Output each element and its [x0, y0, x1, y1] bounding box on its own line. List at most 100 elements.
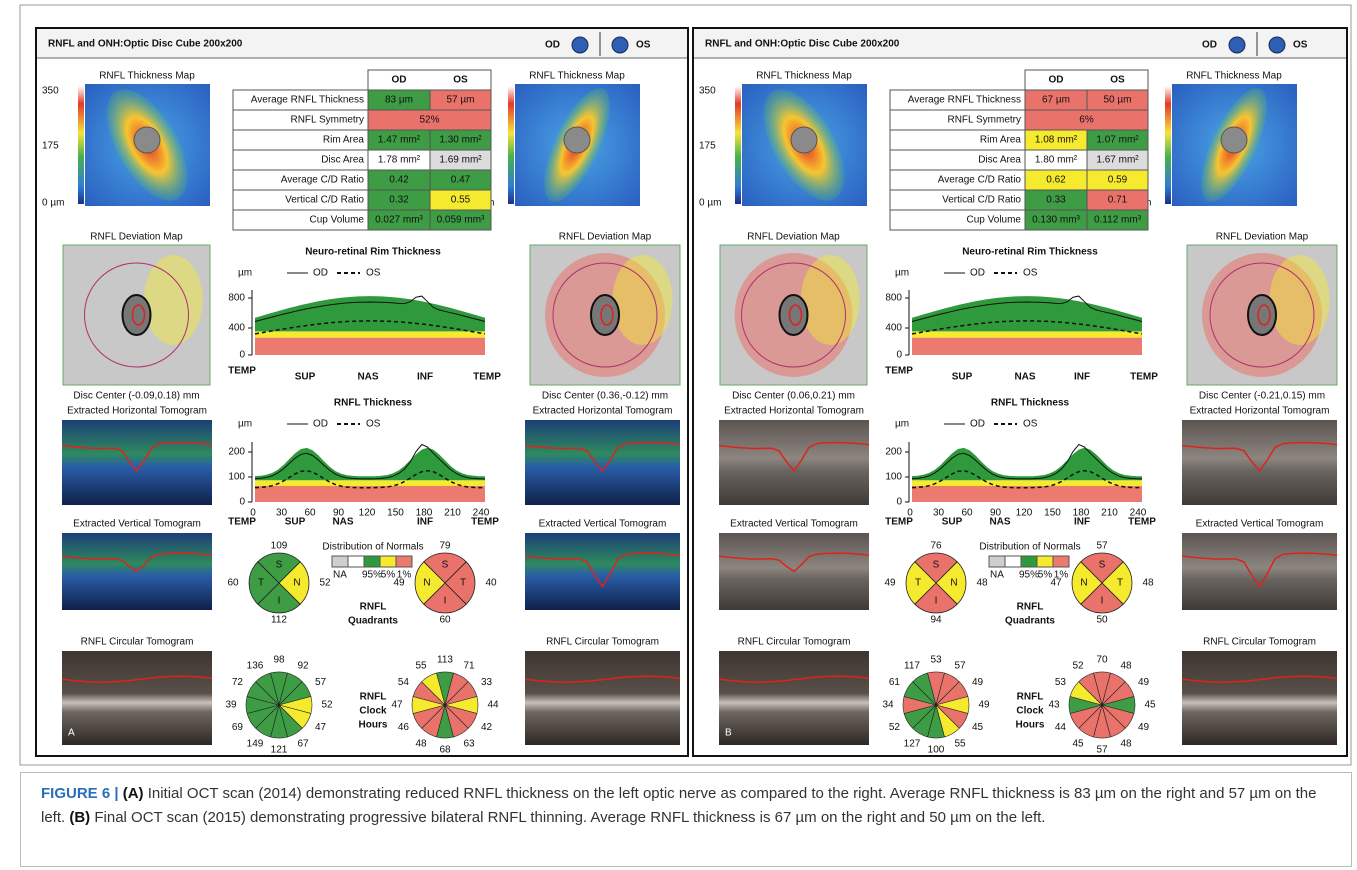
deviation-zone [144, 255, 203, 345]
tomogram [525, 420, 680, 505]
normal-band-yellow [255, 480, 485, 486]
table-label: Cup Volume [967, 215, 1022, 226]
table-value: 0.130 mm³ [1032, 215, 1080, 226]
eye-dot [612, 37, 628, 53]
eye-dot [1269, 37, 1285, 53]
table-value: 1.47 mm² [378, 135, 421, 146]
clock-value: 67 [297, 739, 309, 750]
page: RNFL and ONH:Optic Disc Cube 200x200ODOS… [0, 0, 1357, 870]
clock-value: 45 [1072, 739, 1084, 750]
x-tick-label: 210 [444, 508, 461, 519]
quadrant-value: 112 [271, 615, 287, 626]
tomogram-label: RNFL Circular Tomogram [546, 637, 659, 648]
quadrant-letter: S [442, 560, 449, 571]
table-value: 0.059 mm³ [437, 215, 485, 226]
table-label: Average RNFL Thickness [251, 95, 364, 106]
caption: FIGURE 6 | (A) Initial OCT scan (2014) d… [20, 772, 1352, 867]
tomogram-label: RNFL Circular Tomogram [1203, 637, 1316, 648]
clock-label: Clock [359, 706, 387, 717]
x-axis-label: TEMP [473, 372, 501, 383]
table-label: Average C/D Ratio [938, 175, 1022, 186]
table-value: 57 µm [447, 95, 475, 106]
tomogram-label: Extracted Horizontal Tomogram [1190, 406, 1330, 417]
x-tick-label: 120 [1016, 508, 1033, 519]
clock-value: 117 [904, 661, 920, 672]
optic-disc [791, 127, 817, 153]
x-axis-label: TEMP [471, 517, 499, 528]
tomogram-label: Extracted Horizontal Tomogram [533, 406, 673, 417]
clock-value: 57 [315, 677, 327, 688]
x-tick-label: 150 [387, 508, 404, 519]
normals-box [1053, 556, 1069, 567]
clock-value: 43 [1048, 700, 1060, 711]
tomogram [719, 420, 869, 505]
x-tick-label: 60 [961, 508, 973, 519]
x-axis-label: NAS [332, 517, 353, 528]
panel-letter: B [725, 728, 732, 739]
x-axis-label: INF [1074, 372, 1090, 383]
tomogram-label: RNFL Circular Tomogram [738, 637, 851, 648]
scale-bar [735, 86, 741, 204]
quadrant-letter: T [460, 578, 466, 589]
table-value: 0.027 mm³ [375, 215, 423, 226]
quadrants-label: RNFL [1017, 602, 1044, 613]
disc-center: Disc Center (0.06,0.21) mm [732, 391, 855, 402]
x-axis-label: SUP [952, 372, 973, 383]
normal-band-yellow [912, 480, 1142, 486]
quadrant-value: 40 [485, 578, 497, 589]
quadrant-letter: N [950, 578, 957, 589]
clock-value: 48 [1120, 661, 1132, 672]
x-axis-label: INF [1074, 517, 1090, 528]
clock-value: 52 [889, 722, 901, 733]
clock-value: 69 [232, 722, 244, 733]
map-label: RNFL Thickness Map [1186, 71, 1282, 82]
legend-label: OD [313, 268, 328, 279]
table-column: OD [1049, 75, 1064, 86]
clock-value: 71 [463, 661, 475, 672]
normal-band-red [912, 338, 1142, 355]
quadrant-letter: I [444, 596, 447, 607]
normals-title: Distribution of Normals [322, 542, 423, 553]
table-label: Vertical C/D Ratio [285, 195, 364, 206]
legend-label: OD [313, 419, 328, 430]
clock-value: 44 [1055, 722, 1067, 733]
table-value: 0.33 [1046, 195, 1066, 206]
clock-label: RNFL [1017, 692, 1044, 703]
clock-value: 39 [225, 700, 237, 711]
quadrant-value: 60 [439, 615, 451, 626]
table-label: RNFL Symmetry [947, 115, 1021, 126]
map-label: RNFL Thickness Map [99, 71, 195, 82]
table-header [1025, 70, 1148, 90]
normals-box [380, 556, 396, 567]
table-value: 0.62 [1046, 175, 1066, 186]
optic-disc [1221, 127, 1247, 153]
tomogram-label: Extracted Vertical Tomogram [73, 519, 201, 530]
eye-label: OS [1293, 40, 1308, 51]
table-value: 1.78 mm² [378, 155, 421, 166]
tomogram [62, 651, 212, 745]
deviation-zone [801, 255, 860, 345]
scale-label: 0 µm [42, 198, 64, 209]
y-tick-label: 400 [228, 323, 245, 334]
clock-label: RNFL [360, 692, 387, 703]
y-tick-label: 200 [228, 447, 245, 458]
clock-value: 63 [463, 739, 475, 750]
chart-title: RNFL Thickness [991, 398, 1070, 409]
clock-value: 53 [1055, 677, 1067, 688]
x-axis-label: NAS [1014, 372, 1035, 383]
quadrants-label: Quadrants [1005, 616, 1055, 627]
table-column: OS [453, 75, 468, 86]
caption-marker: (A) [123, 785, 144, 802]
table-label: Disc Area [978, 155, 1021, 166]
quadrant-value: 49 [393, 578, 405, 589]
clock-value: 47 [315, 722, 327, 733]
caption-text: Final OCT scan (2015) demonstrating prog… [94, 809, 1045, 826]
clock-value: 49 [972, 677, 984, 688]
normals-label: 95% [362, 570, 382, 581]
clock-value: 47 [391, 700, 403, 711]
disc-center: Disc Center (0.36,-0.12) mm [542, 391, 668, 402]
clock-value: 98 [273, 655, 285, 666]
quadrant-value: 79 [439, 541, 451, 552]
disc-outline [123, 295, 151, 335]
legend-label: OS [1023, 419, 1038, 430]
